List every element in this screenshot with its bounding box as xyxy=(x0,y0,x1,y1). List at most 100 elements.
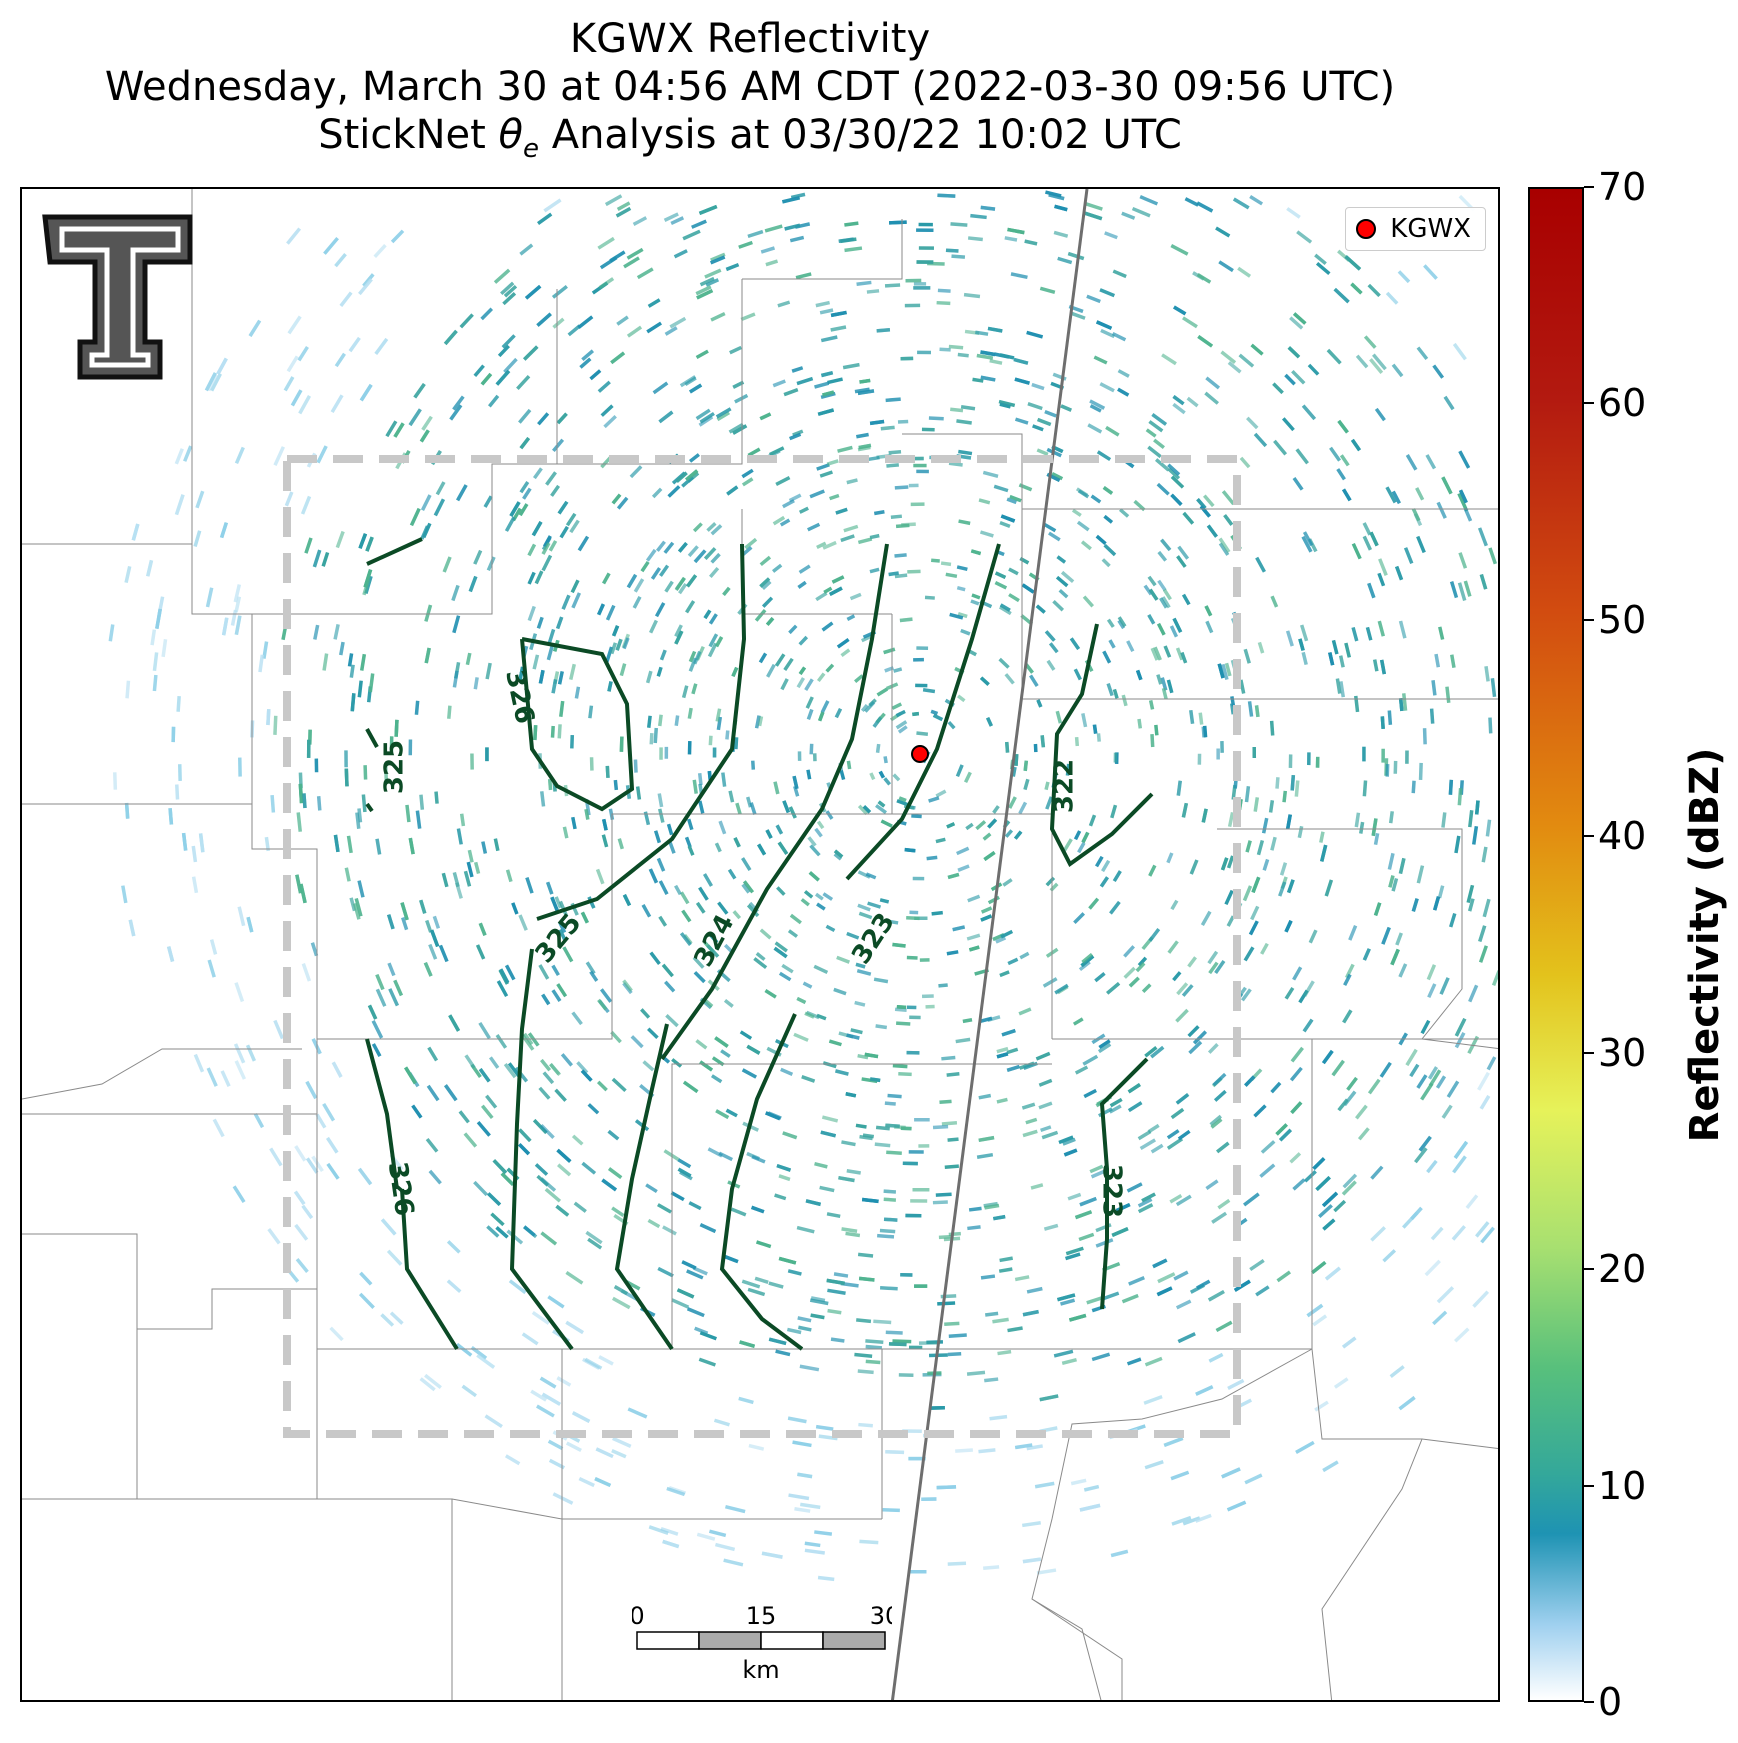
echo-gate xyxy=(884,918,899,925)
echo-gate xyxy=(1207,1290,1225,1302)
echo-gate xyxy=(901,522,916,527)
echo-gate xyxy=(1154,458,1170,472)
echo-gate xyxy=(1117,619,1126,630)
county-line xyxy=(22,614,253,805)
echo-gate xyxy=(1073,668,1082,681)
echo-gate xyxy=(1414,1147,1428,1164)
echo-gate xyxy=(1453,1327,1470,1343)
echo-gate xyxy=(1036,448,1049,456)
echo-gate xyxy=(483,495,493,508)
echo-gate xyxy=(1121,211,1136,220)
echo-gate xyxy=(893,667,903,673)
echo-gate xyxy=(1109,1097,1123,1108)
echo-gate xyxy=(1205,620,1214,634)
echo-gate xyxy=(448,1014,461,1032)
echo-gate xyxy=(408,408,422,427)
echo-gate xyxy=(1220,350,1237,364)
echo-gate xyxy=(556,1148,572,1163)
echo-gate xyxy=(970,599,980,606)
echo-gate xyxy=(1270,1081,1282,1094)
echo-gate xyxy=(1250,343,1264,356)
echo-gate xyxy=(1488,717,1493,734)
echo-gate xyxy=(810,1296,826,1303)
echo-gate xyxy=(1259,1163,1276,1178)
echo-gate xyxy=(1301,404,1317,421)
echo-gate xyxy=(1411,780,1416,794)
echo-gate xyxy=(530,1389,548,1402)
echo-gate xyxy=(930,709,939,716)
echo-gate xyxy=(577,535,590,552)
echo-gate xyxy=(613,779,619,791)
echo-gate xyxy=(1284,987,1295,1000)
echo-gate xyxy=(840,1281,859,1288)
echo-gate xyxy=(856,968,872,976)
echo-gate xyxy=(782,499,795,509)
echo-gate xyxy=(846,1169,861,1175)
echo-gate xyxy=(1377,620,1386,637)
echo-gate xyxy=(827,1288,846,1295)
echo-gate xyxy=(850,1028,863,1035)
echo-gate xyxy=(1096,450,1112,462)
echo-gate xyxy=(665,1014,679,1028)
echo-gate xyxy=(565,1441,582,1452)
echo-gate xyxy=(975,330,989,336)
echo-gate xyxy=(246,916,254,933)
echo-gate xyxy=(932,1200,948,1205)
echo-gate xyxy=(619,736,624,752)
echo-gate xyxy=(786,1327,802,1335)
echo-gate xyxy=(329,1326,344,1342)
colorbar-tick-label: 60 xyxy=(1598,381,1647,426)
echo-gate xyxy=(1023,760,1029,772)
echo-gate xyxy=(895,720,908,730)
echo-gate xyxy=(1351,542,1362,560)
echo-gate xyxy=(1486,1056,1497,1071)
echo-gate xyxy=(316,445,328,464)
echo-gate xyxy=(802,981,813,989)
echo-gate xyxy=(1385,291,1399,305)
echo-gate xyxy=(656,666,663,677)
echo-gate xyxy=(1292,1178,1306,1191)
echo-gate xyxy=(803,890,814,899)
echo-gate xyxy=(780,678,789,691)
echo-gate xyxy=(297,346,309,362)
echo-gate xyxy=(955,1037,971,1044)
echo-gate xyxy=(788,1493,810,1501)
echo-gate xyxy=(1147,445,1162,459)
echo-gate xyxy=(846,478,858,485)
echo-gate xyxy=(511,902,519,915)
echo-gate xyxy=(1053,1349,1074,1358)
echo-gate xyxy=(627,1407,648,1419)
echo-gate xyxy=(1253,797,1260,812)
echo-gate xyxy=(940,561,952,567)
echo-gate xyxy=(1069,637,1081,650)
echo-gate xyxy=(1196,498,1207,510)
echo-gate xyxy=(1405,750,1409,764)
echo-gate xyxy=(814,381,830,389)
echo-gate xyxy=(1202,725,1208,738)
echo-gate xyxy=(1004,236,1018,242)
echo-gate xyxy=(707,932,719,944)
echo-gate xyxy=(427,1046,439,1062)
echo-gate xyxy=(1450,654,1456,668)
echo-gate xyxy=(1342,1336,1357,1349)
echo-gate xyxy=(1369,531,1379,547)
echo-gate xyxy=(597,603,605,616)
echo-gate xyxy=(1148,420,1164,433)
echo-gate xyxy=(976,1152,994,1159)
echo-gate xyxy=(817,1575,835,1582)
radar-map[interactable]: 326 325 325 324 323 322 326 323 KGWX 0 1… xyxy=(20,187,1500,1702)
echo-gate xyxy=(264,836,270,852)
echo-gate xyxy=(1162,588,1172,601)
echo-gate xyxy=(548,1458,566,1470)
echo-gate xyxy=(551,989,562,1002)
echo-gate xyxy=(839,769,846,781)
echo-gate xyxy=(1042,977,1058,988)
echo-gate xyxy=(541,542,551,555)
echo-gate xyxy=(845,1092,857,1098)
echo-gate xyxy=(1398,698,1404,712)
echo-gate xyxy=(304,537,313,554)
echo-gate xyxy=(761,596,774,608)
echo-gate xyxy=(1209,1114,1222,1126)
county-line xyxy=(22,1498,453,1700)
echo-gate xyxy=(825,924,836,933)
